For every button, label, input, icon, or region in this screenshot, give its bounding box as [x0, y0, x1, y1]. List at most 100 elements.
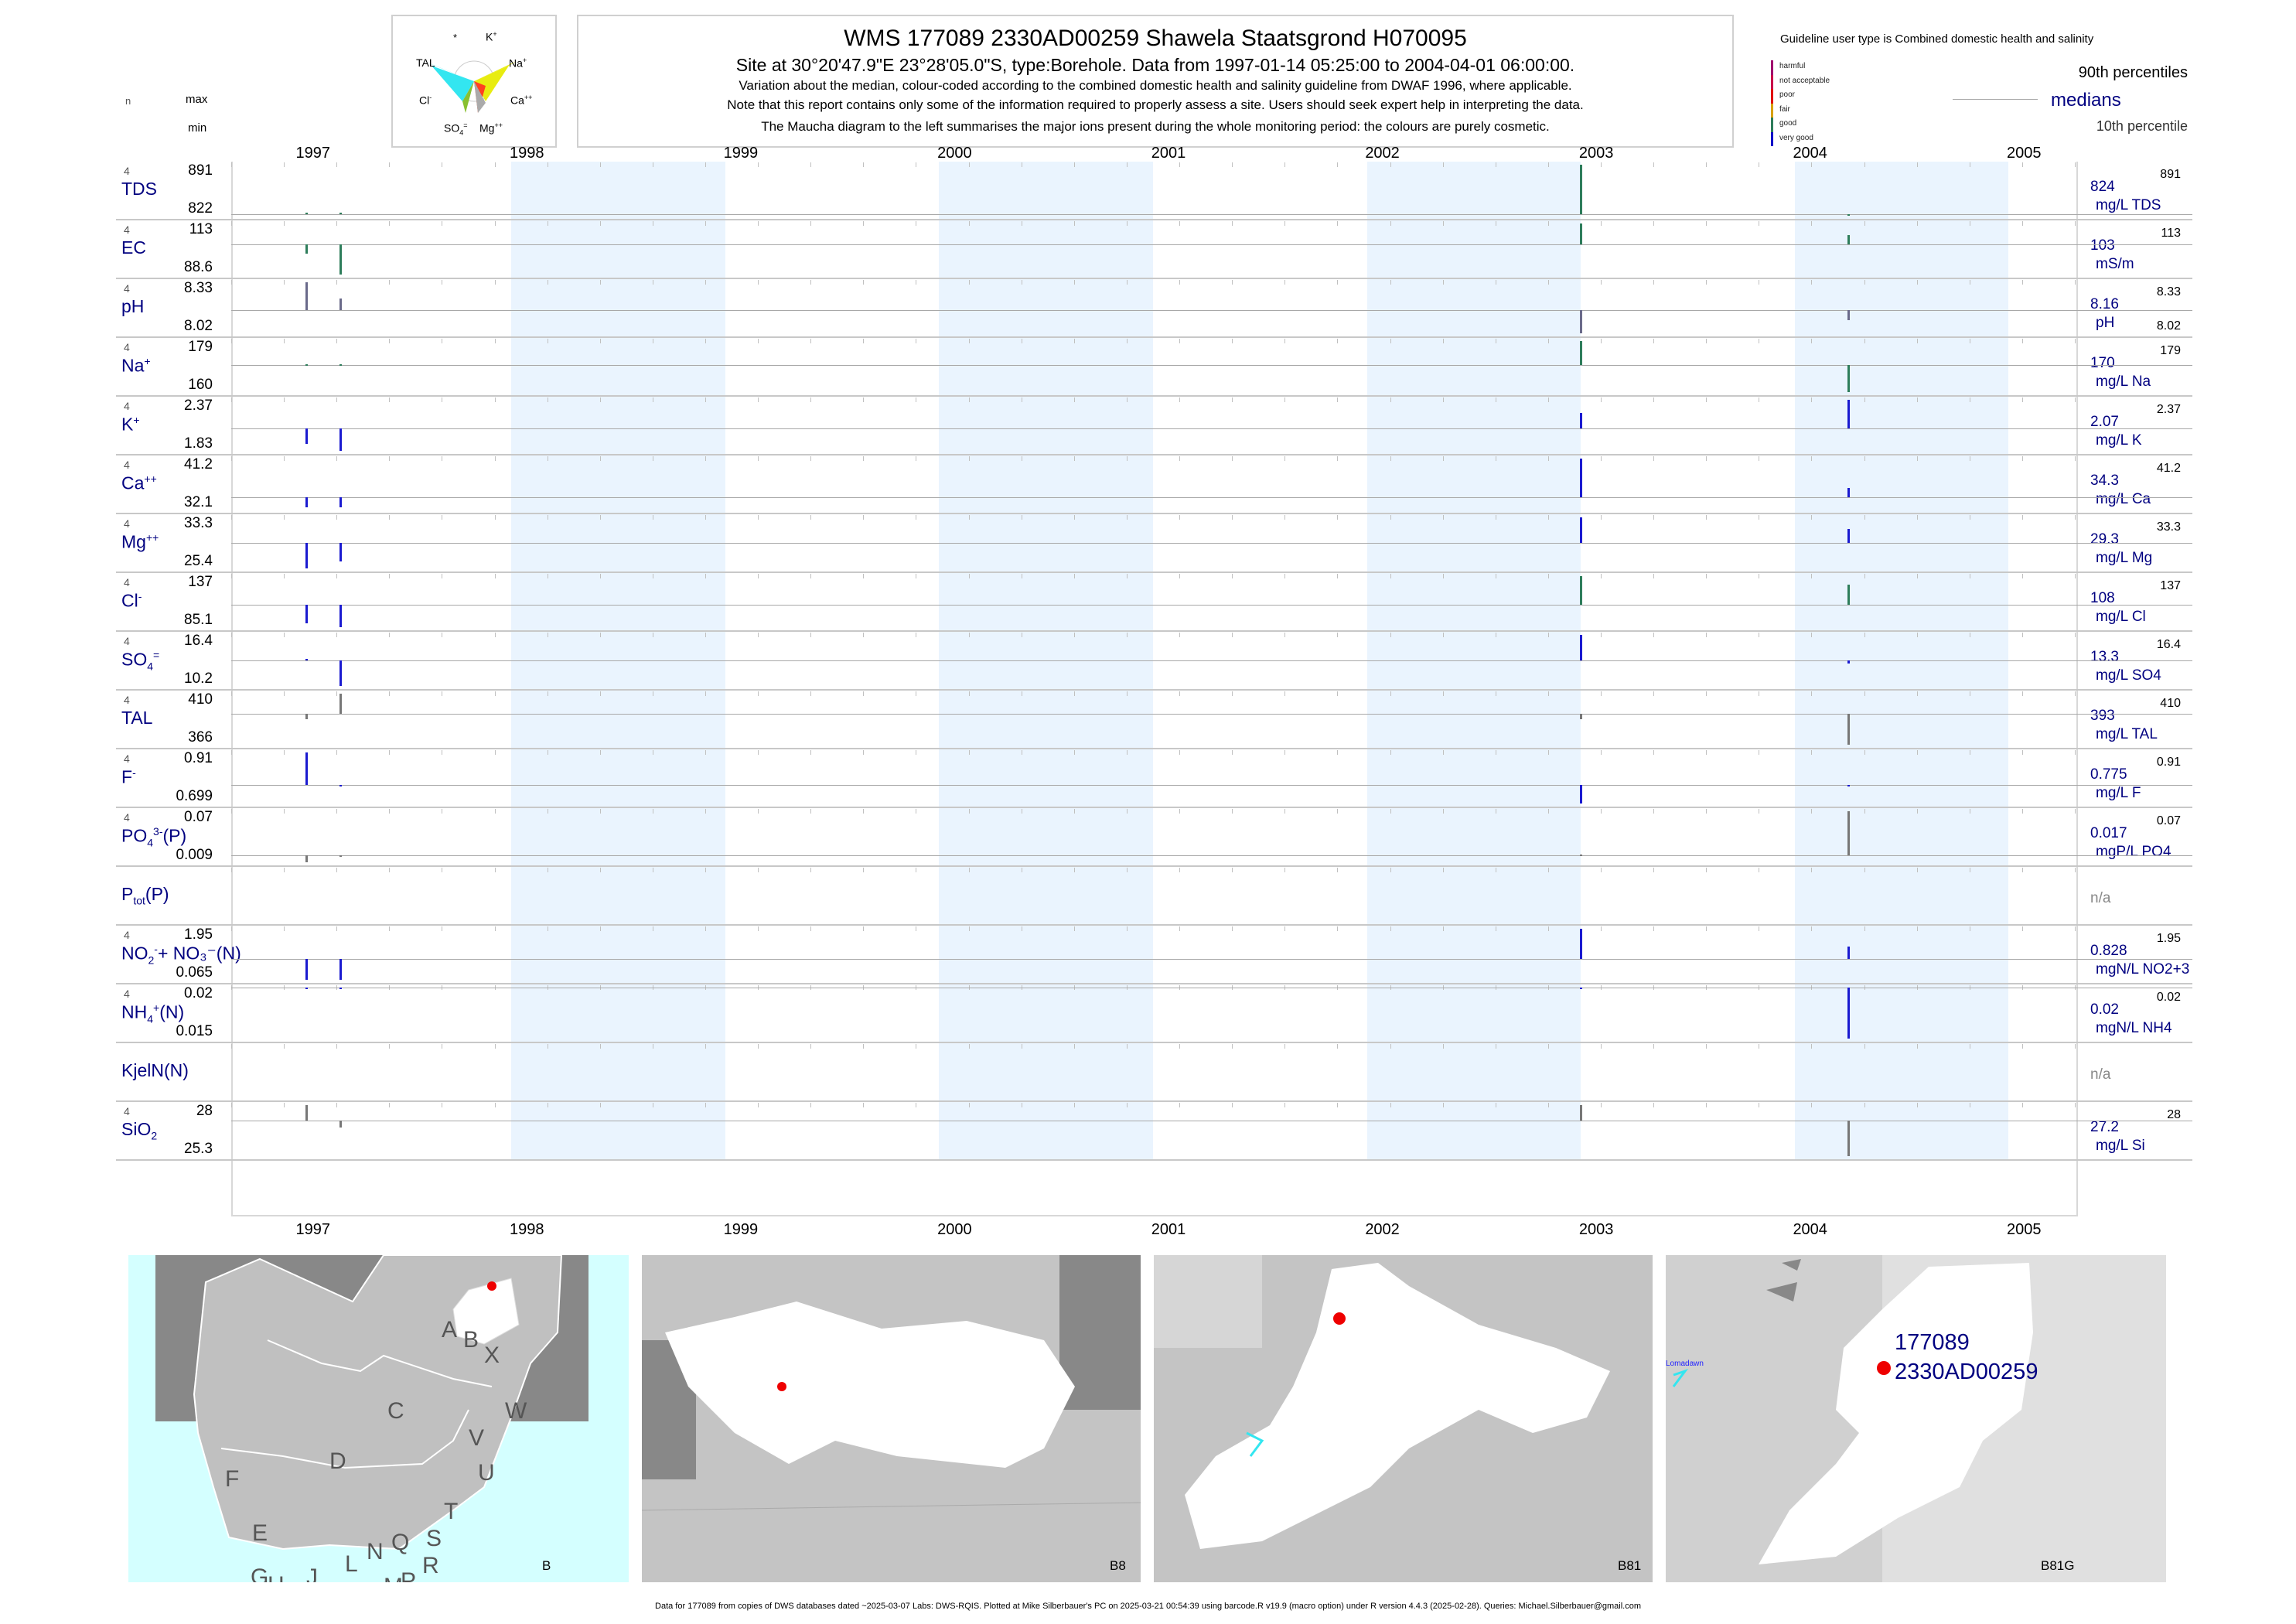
minor-tick: [758, 515, 759, 520]
minor-tick: [1390, 1103, 1391, 1107]
minor-tick: [2021, 691, 2023, 696]
parameter-superscript: 3-: [153, 825, 163, 838]
parameter-name: F-: [121, 766, 136, 788]
minor-tick: [1337, 1103, 1339, 1107]
minor-tick: [1811, 397, 1813, 402]
row-min-value: 10.2: [184, 670, 213, 687]
minor-tick: [758, 750, 759, 755]
minor-tick: [1073, 1044, 1075, 1049]
minor-tick: [1547, 868, 1549, 872]
minor-tick: [1811, 750, 1813, 755]
median-value: 0.017: [2090, 825, 2127, 841]
minor-tick: [1337, 339, 1339, 343]
minor-tick: [1547, 221, 1549, 226]
minor-tick: [1073, 809, 1075, 814]
minor-tick: [231, 162, 232, 167]
minor-tick: [1337, 809, 1339, 814]
row-min-value: 25.3: [184, 1141, 213, 1157]
sample-bar: [305, 213, 308, 215]
minor-tick: [1073, 280, 1075, 285]
sample-count: 4: [124, 988, 130, 1000]
minor-tick: [1126, 456, 1128, 461]
minor-tick: [1547, 397, 1549, 402]
minor-tick: [1706, 221, 1708, 226]
minor-tick: [1706, 750, 1708, 755]
site-description: Site at 30°20'47.9"E 23°28'05.0"S, type:…: [735, 55, 1575, 75]
region-label: V: [469, 1425, 485, 1451]
minor-tick: [1284, 397, 1286, 402]
minor-tick: [1706, 691, 1708, 696]
minor-tick: [1916, 397, 1918, 402]
minor-tick: [389, 691, 391, 696]
minor-tick: [2075, 280, 2076, 285]
note-variation: Variation about the median, colour-coded…: [739, 78, 1572, 93]
shaded-year-band: [939, 162, 1153, 1161]
minor-tick: [2075, 574, 2076, 578]
minor-tick: [1653, 339, 1655, 343]
sample-bar: [305, 752, 308, 786]
parameter-base: SO: [121, 649, 148, 670]
minor-tick: [863, 515, 865, 520]
sample-bar: [1580, 988, 1583, 989]
map-b8: B8: [642, 1255, 1141, 1582]
minor-tick: [389, 456, 391, 461]
guideline-text: Guideline user type is Combined domestic…: [1780, 32, 2094, 46]
sample-bar: [1847, 365, 1850, 392]
minor-tick: [863, 339, 865, 343]
minor-tick: [1864, 809, 1865, 814]
minor-tick: [1126, 397, 1128, 402]
minor-tick: [336, 926, 338, 931]
year-label-top: 2003: [1578, 145, 1614, 162]
sample-count: 4: [124, 459, 130, 471]
minor-tick: [1547, 574, 1549, 578]
year-label-top: 2004: [1793, 145, 1827, 162]
row-max-value: 33.3: [184, 515, 213, 531]
minor-tick: [1547, 280, 1549, 285]
minor-tick: [1179, 750, 1181, 755]
minor-tick: [389, 750, 391, 755]
minor-tick: [284, 1103, 285, 1107]
minor-tick: [863, 221, 865, 226]
median-line: [231, 959, 2192, 960]
parameter-base: Cl: [121, 590, 138, 611]
minor-tick: [1073, 868, 1075, 872]
legend-class-label: poor: [1779, 90, 1796, 99]
parameter-base: K: [121, 414, 134, 435]
year-label-top: 1999: [723, 145, 759, 162]
map-b81g: Lomadawn 177089 2330AD00259 B81G: [1666, 1255, 2166, 1582]
right-max-value: 137: [2160, 579, 2181, 592]
minor-tick: [2021, 750, 2023, 755]
minor-tick: [758, 280, 759, 285]
minor-tick: [1653, 926, 1655, 931]
unit-label: mg/L TDS: [2096, 197, 2161, 213]
minor-tick: [2075, 868, 2076, 872]
minor-tick: [1864, 750, 1865, 755]
minor-tick: [1179, 633, 1181, 637]
region-label: X: [484, 1343, 500, 1368]
minor-tick: [336, 633, 338, 637]
minor-tick: [863, 1044, 865, 1049]
minor-tick: [599, 162, 601, 167]
parameter-name: SiO2: [121, 1119, 157, 1142]
page-title: WMS 177089 2330AD00259 Shawela Staatsgro…: [844, 26, 1467, 51]
parameter-name: pH: [121, 296, 144, 317]
minor-tick: [2075, 691, 2076, 696]
right-max-value: 0.07: [2156, 814, 2181, 827]
minor-tick: [1337, 633, 1339, 637]
minor-tick: [1179, 691, 1181, 696]
minor-tick: [1337, 397, 1339, 402]
minor-tick: [1600, 926, 1602, 931]
minor-tick: [1706, 926, 1708, 931]
minor-tick: [284, 691, 285, 696]
row-divider: [116, 807, 2192, 808]
minor-tick: [1547, 1044, 1549, 1049]
minor-tick: [2021, 574, 2023, 578]
maucha-label-k: K+: [486, 30, 497, 43]
minor-tick: [336, 574, 338, 578]
minor-tick: [231, 1044, 232, 1049]
minor-tick: [494, 397, 496, 402]
unit-label: mS/m: [2096, 256, 2134, 272]
minor-tick: [968, 868, 970, 872]
sample-count: 4: [124, 929, 130, 941]
minor-tick: [2021, 456, 2023, 461]
